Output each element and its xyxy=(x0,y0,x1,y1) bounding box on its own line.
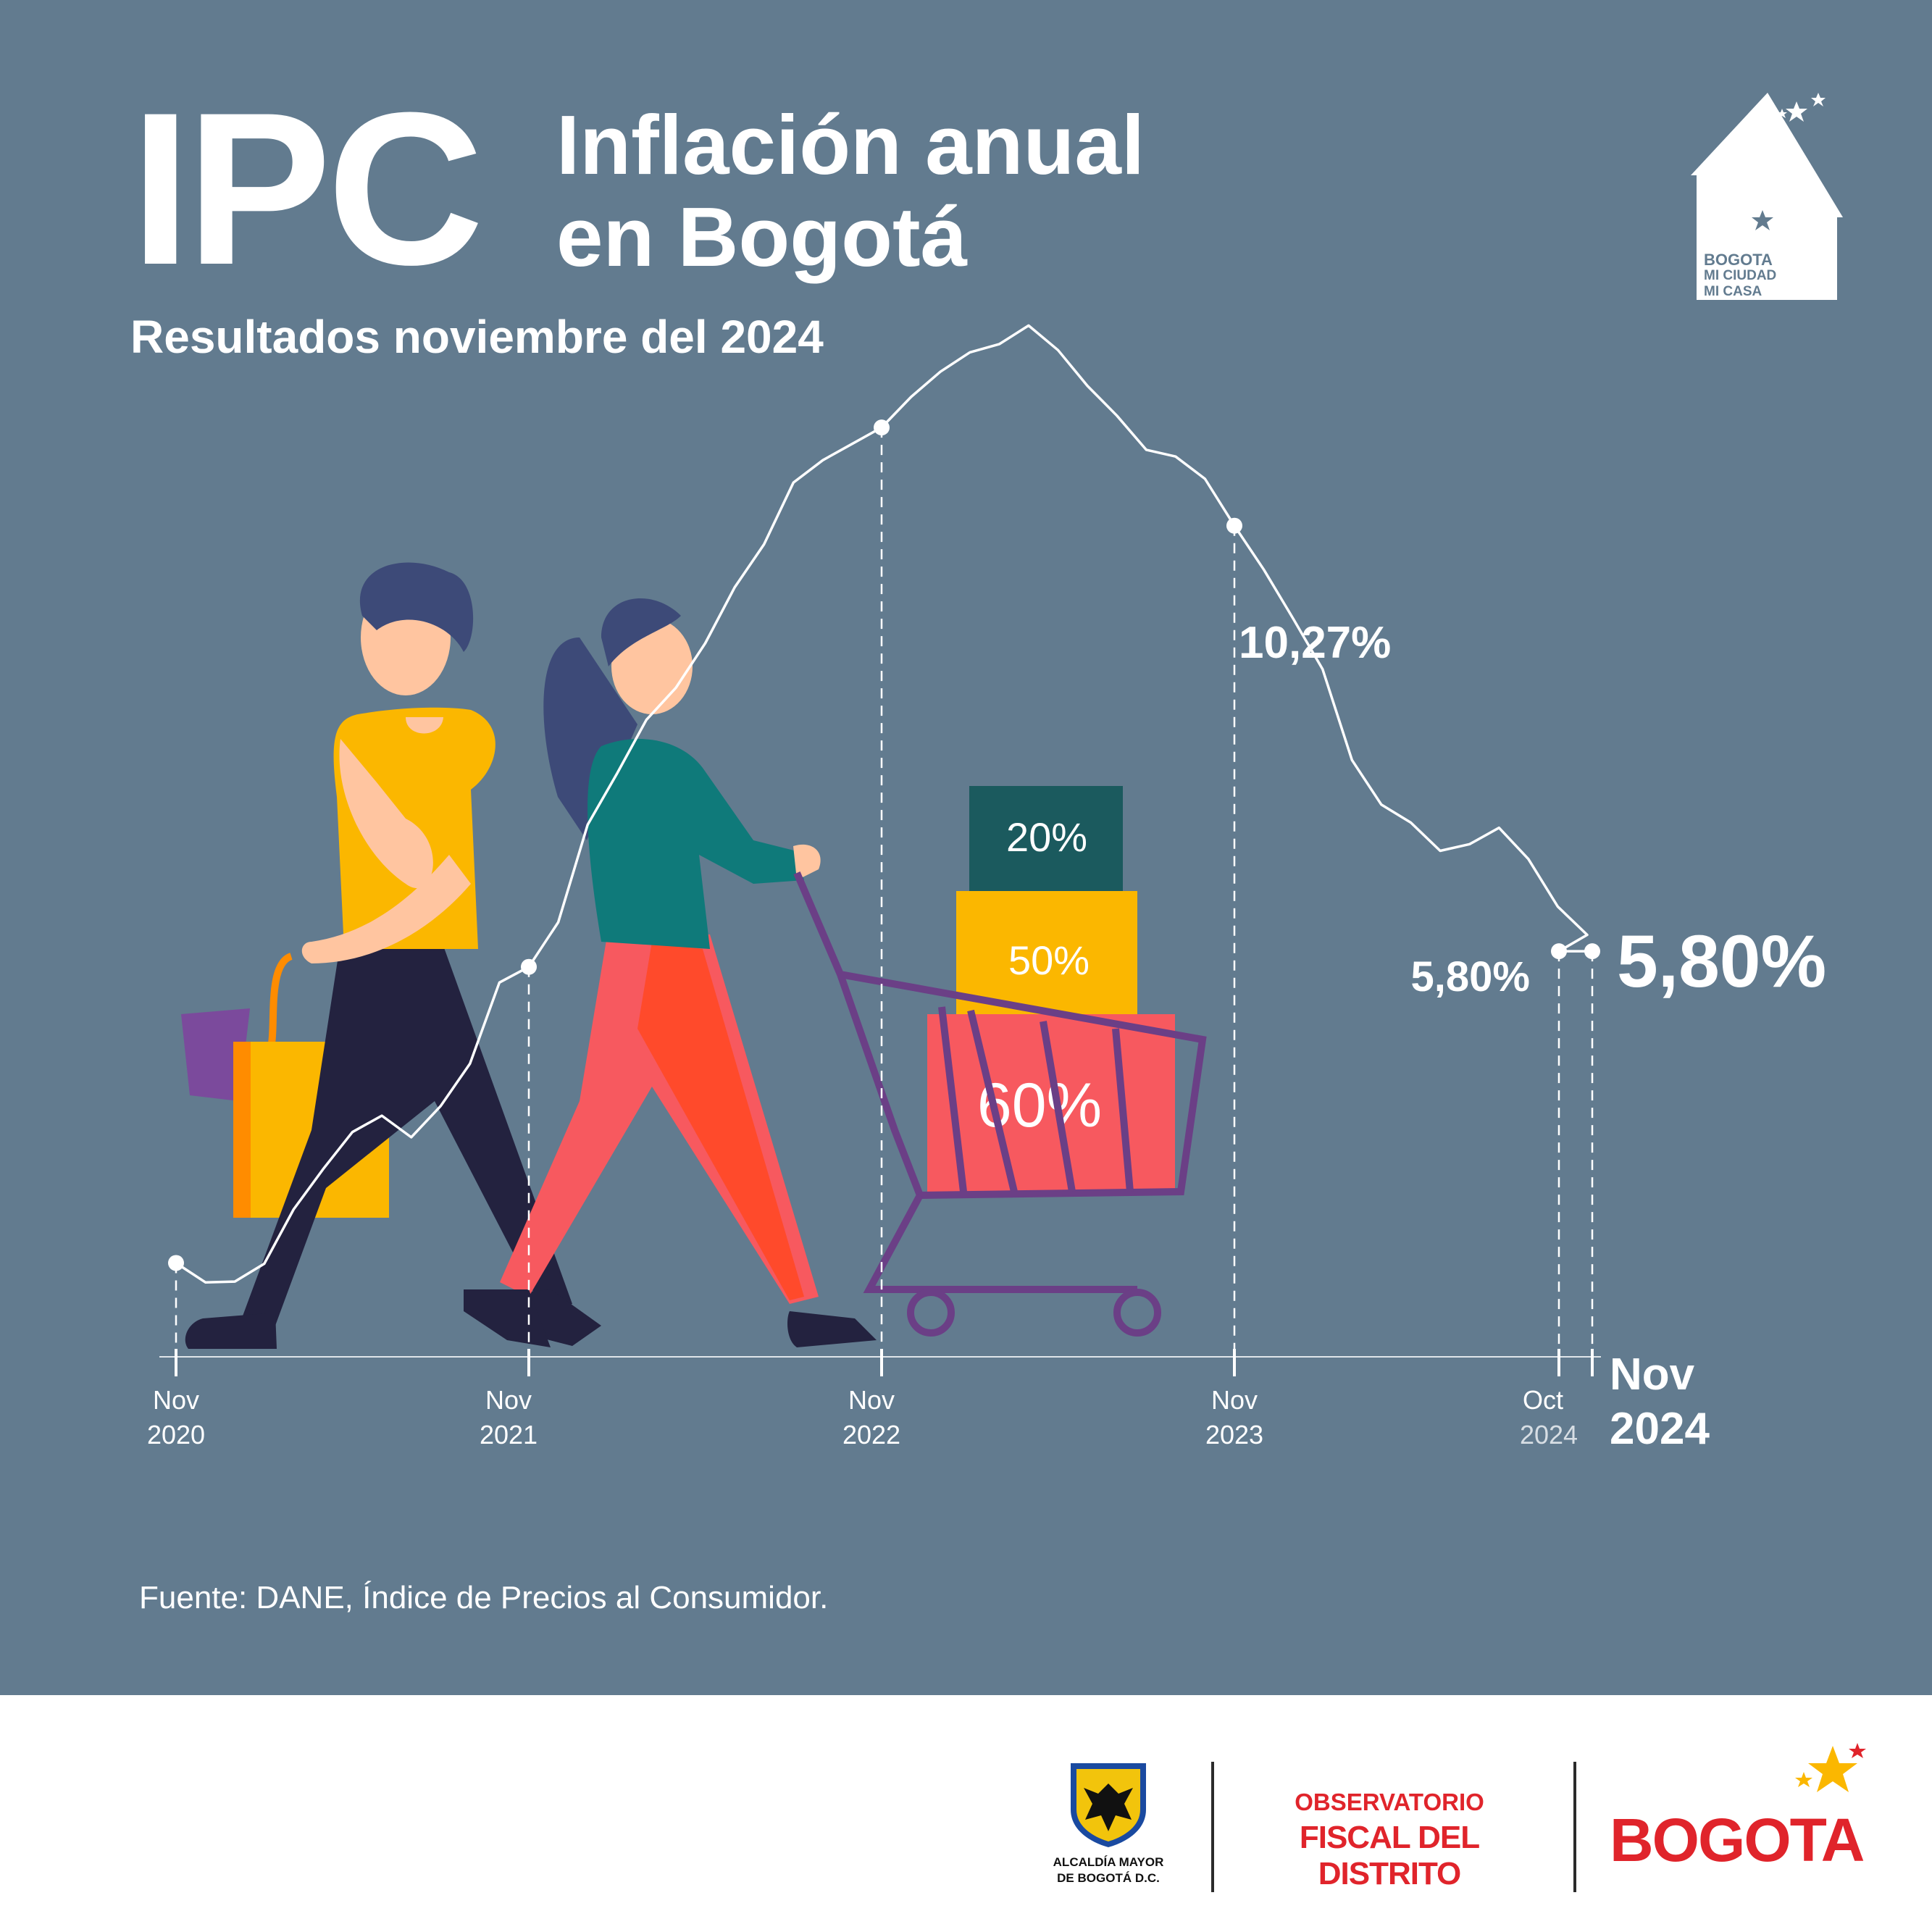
data-point xyxy=(1584,943,1600,960)
x-tick-labels: Nov 2020 Nov 2021 Nov 2022 Nov 2023 Oct … xyxy=(147,1350,1710,1454)
data-point xyxy=(168,1255,184,1271)
house-logo-text: BOGOTA MI CIUDAD MI CASA xyxy=(1704,251,1777,300)
x-tick-label-year: 2024 xyxy=(1520,1420,1578,1450)
x-tick-label-year: 2021 xyxy=(480,1420,538,1450)
box-50 xyxy=(956,891,1137,1014)
data-point xyxy=(874,419,890,436)
house-logo xyxy=(1691,93,1843,300)
inflation-line xyxy=(175,324,1592,1284)
x-tick-label-month: Nov xyxy=(153,1385,199,1415)
shoppers-illustration: 20% 50% 60% xyxy=(181,562,1207,1349)
bogota-logo-text: BOGOTA xyxy=(1610,1806,1865,1874)
data-label-nov-2024: 5,80% xyxy=(1617,920,1826,1003)
data-point xyxy=(1226,517,1242,534)
inflation-chart: 20% 50% 60% Nov 2020 Nov 2021 Nov 2022 N… xyxy=(147,324,1826,1454)
star-icon xyxy=(1786,101,1807,122)
x-tick-label-month-current: Nov xyxy=(1610,1350,1695,1400)
observatorio-logo-line2: FISCAL DEL DISTRITO xyxy=(1299,1820,1480,1891)
highlight-points xyxy=(168,419,1600,1271)
x-tick-label-year: 2022 xyxy=(842,1420,900,1450)
data-label-oct-2024: 5,80% xyxy=(1411,953,1530,1000)
footer-divider xyxy=(1211,1762,1214,1892)
star-icon xyxy=(1777,109,1787,118)
x-tick-label-year-current: 2024 xyxy=(1610,1404,1710,1454)
box-60 xyxy=(927,1014,1175,1192)
x-tick-label-year: 2023 xyxy=(1205,1420,1263,1450)
source-note: Fuente: DANE, Índice de Precios al Consu… xyxy=(139,1580,829,1615)
data-point xyxy=(521,958,537,975)
x-tick-label-month: Nov xyxy=(848,1385,895,1415)
x-tick-label-year: 2020 xyxy=(147,1420,205,1450)
title-line-2: en Bogotá xyxy=(556,190,968,284)
star-icon xyxy=(1752,210,1773,230)
box-label-20: 20% xyxy=(1006,814,1087,860)
x-tick-label-month: Nov xyxy=(1211,1385,1258,1415)
footer-divider xyxy=(1573,1762,1576,1892)
woman-illustration xyxy=(464,598,877,1347)
box-label-50: 50% xyxy=(1008,937,1090,983)
data-point xyxy=(1551,943,1567,960)
big-title: IPC xyxy=(130,67,484,310)
alcaldia-logo-text: ALCALDÍA MAYOR DE BOGOTÁ D.C. xyxy=(1053,1855,1164,1885)
man-illustration xyxy=(181,562,601,1349)
main-panel xyxy=(0,0,1932,1695)
data-label-nov-2023: 10,27% xyxy=(1239,618,1391,668)
footer xyxy=(0,1695,1932,1932)
x-tick-label-month: Nov xyxy=(485,1385,532,1415)
shopping-cart-icon xyxy=(793,871,1207,1337)
star-icon xyxy=(1811,93,1826,106)
title-line-1: Inflación anual xyxy=(556,98,1145,192)
subtitle: Resultados noviembre del 2024 xyxy=(130,311,824,363)
observatorio-logo-line1: OBSERVATORIO xyxy=(1295,1789,1484,1815)
coat-of-arms-icon xyxy=(1071,1763,1146,1847)
x-tick-marks xyxy=(175,1349,1594,1376)
box-20 xyxy=(969,786,1123,891)
stars-icon xyxy=(1795,1743,1866,1792)
x-tick-label-month: Oct xyxy=(1523,1385,1563,1415)
guide-lines xyxy=(175,427,1594,1349)
